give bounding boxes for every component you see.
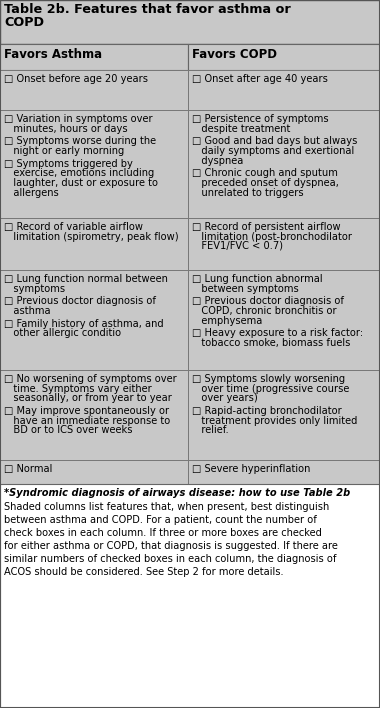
- Text: □ Variation in symptoms over: □ Variation in symptoms over: [4, 114, 153, 124]
- Text: □ Chronic cough and sputum: □ Chronic cough and sputum: [192, 169, 338, 178]
- Bar: [0, 460, 188, 484]
- Bar: [188, 460, 380, 484]
- Text: □ Previous doctor diagnosis of: □ Previous doctor diagnosis of: [4, 297, 156, 307]
- Text: □ Heavy exposure to a risk factor:: □ Heavy exposure to a risk factor:: [192, 329, 363, 338]
- Bar: [0, 370, 188, 460]
- Text: laughter, dust or exposure to: laughter, dust or exposure to: [4, 178, 158, 188]
- Text: similar numbers of checked boxes in each column, the diagnosis of: similar numbers of checked boxes in each…: [4, 554, 337, 564]
- Text: □ Onset before age 20 years: □ Onset before age 20 years: [4, 74, 148, 84]
- Text: □ Symptoms triggered by: □ Symptoms triggered by: [4, 159, 133, 169]
- Text: asthma: asthma: [4, 306, 51, 316]
- Bar: [0, 270, 188, 370]
- Text: relief.: relief.: [192, 425, 229, 435]
- Text: emphysema: emphysema: [192, 316, 262, 326]
- Text: preceded onset of dyspnea,: preceded onset of dyspnea,: [192, 178, 339, 188]
- Text: night or early morning: night or early morning: [4, 146, 124, 156]
- Text: over time (progressive course: over time (progressive course: [192, 384, 349, 394]
- Text: □ Previous doctor diagnosis of: □ Previous doctor diagnosis of: [192, 297, 344, 307]
- Text: symptoms: symptoms: [4, 283, 65, 294]
- Text: □ Rapid-acting bronchodilator: □ Rapid-acting bronchodilator: [192, 406, 342, 416]
- Text: COPD: COPD: [4, 16, 44, 29]
- Bar: [188, 110, 380, 218]
- Text: despite treatment: despite treatment: [192, 123, 290, 134]
- Text: limitation (post-bronchodilator: limitation (post-bronchodilator: [192, 232, 352, 241]
- Text: seasonally, or from year to year: seasonally, or from year to year: [4, 393, 172, 403]
- Text: □ No worsening of symptoms over: □ No worsening of symptoms over: [4, 374, 177, 384]
- Text: limitation (spirometry, peak flow): limitation (spirometry, peak flow): [4, 232, 179, 241]
- Text: □ Good and bad days but always: □ Good and bad days but always: [192, 137, 357, 147]
- Text: □ Onset after age 40 years: □ Onset after age 40 years: [192, 74, 328, 84]
- Bar: [0, 484, 380, 708]
- Bar: [188, 270, 380, 370]
- Text: BD or to ICS over weeks: BD or to ICS over weeks: [4, 425, 133, 435]
- Bar: [0, 110, 188, 218]
- Bar: [188, 370, 380, 460]
- Text: for either asthma or COPD, that diagnosis is suggested. If there are: for either asthma or COPD, that diagnosi…: [4, 541, 338, 551]
- Bar: [0, 70, 188, 110]
- Text: allergens: allergens: [4, 188, 59, 198]
- Text: □ Lung function abnormal: □ Lung function abnormal: [192, 274, 323, 284]
- Text: COPD, chronic bronchitis or: COPD, chronic bronchitis or: [192, 306, 337, 316]
- Bar: [188, 70, 380, 110]
- Bar: [0, 218, 188, 270]
- Text: FEV1/FVC < 0.7): FEV1/FVC < 0.7): [192, 241, 283, 251]
- Bar: [188, 44, 380, 70]
- Text: check boxes in each column. If three or more boxes are checked: check boxes in each column. If three or …: [4, 528, 322, 538]
- Text: unrelated to triggers: unrelated to triggers: [192, 188, 304, 198]
- Text: □ Lung function normal between: □ Lung function normal between: [4, 274, 168, 284]
- Text: treatment provides only limited: treatment provides only limited: [192, 416, 357, 426]
- Text: Favors COPD: Favors COPD: [192, 48, 277, 61]
- Text: Shaded columns list features that, when present, best distinguish: Shaded columns list features that, when …: [4, 502, 329, 512]
- Text: dyspnea: dyspnea: [192, 156, 243, 166]
- Text: □ Family history of asthma, and: □ Family history of asthma, and: [4, 319, 164, 329]
- Text: over years): over years): [192, 393, 258, 403]
- Text: □ Normal: □ Normal: [4, 464, 52, 474]
- Text: □ Severe hyperinflation: □ Severe hyperinflation: [192, 464, 310, 474]
- Text: Favors Asthma: Favors Asthma: [4, 48, 102, 61]
- Text: daily symptoms and exertional: daily symptoms and exertional: [192, 146, 354, 156]
- Bar: [188, 218, 380, 270]
- Text: between asthma and COPD. For a patient, count the number of: between asthma and COPD. For a patient, …: [4, 515, 317, 525]
- Text: between symptoms: between symptoms: [192, 283, 299, 294]
- Text: tobacco smoke, biomass fuels: tobacco smoke, biomass fuels: [192, 338, 350, 348]
- Text: □ Record of persistent airflow: □ Record of persistent airflow: [192, 222, 340, 232]
- Text: □ Record of variable airflow: □ Record of variable airflow: [4, 222, 143, 232]
- Text: time. Symptoms vary either: time. Symptoms vary either: [4, 384, 152, 394]
- Text: □ Persistence of symptoms: □ Persistence of symptoms: [192, 114, 329, 124]
- Bar: [0, 0, 380, 44]
- Bar: [0, 44, 188, 70]
- Text: □ Symptoms worse during the: □ Symptoms worse during the: [4, 137, 156, 147]
- Text: □ Symptoms slowly worsening: □ Symptoms slowly worsening: [192, 374, 345, 384]
- Text: minutes, hours or days: minutes, hours or days: [4, 123, 128, 134]
- Text: exercise, emotions including: exercise, emotions including: [4, 169, 154, 178]
- Text: *Syndromic diagnosis of airways disease: how to use Table 2b: *Syndromic diagnosis of airways disease:…: [4, 488, 350, 498]
- Text: other allergic conditio: other allergic conditio: [4, 329, 121, 338]
- Text: have an immediate response to: have an immediate response to: [4, 416, 170, 426]
- Text: Table 2b. Features that favor asthma or: Table 2b. Features that favor asthma or: [4, 3, 291, 16]
- Text: ACOS should be considered. See Step 2 for more details.: ACOS should be considered. See Step 2 fo…: [4, 567, 283, 577]
- Text: □ May improve spontaneously or: □ May improve spontaneously or: [4, 406, 169, 416]
